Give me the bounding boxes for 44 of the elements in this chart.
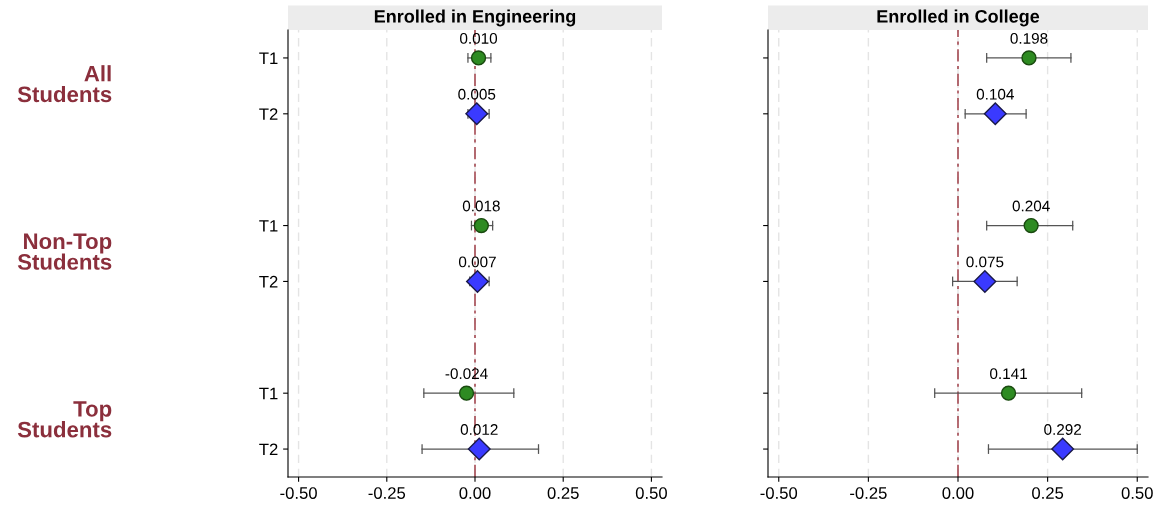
x-tick-label: -0.50: [760, 487, 798, 499]
y-tick-label: T1: [259, 220, 278, 232]
x-tick-label: -0.25: [850, 487, 887, 499]
data-label: 0.104: [976, 88, 1014, 100]
point: [1021, 50, 1037, 66]
data-label: 0.007: [458, 256, 496, 268]
y-tick-label: T2: [259, 275, 278, 288]
y-tick-label: T2: [259, 108, 278, 120]
point: [465, 269, 489, 293]
x-tick-label: 0.25: [547, 487, 579, 499]
data-label: 0.141: [990, 368, 1027, 380]
y-tick-label: T1: [259, 52, 278, 64]
data-label: 0.198: [1010, 32, 1048, 44]
point: [1023, 217, 1039, 234]
data-label: 0.018: [462, 200, 500, 212]
point: [473, 217, 489, 234]
x-tick-label: -0.25: [368, 487, 406, 499]
point: [470, 50, 487, 66]
text: All Students: [17, 65, 112, 103]
data-label: 0.005: [458, 88, 496, 100]
x-tick-label: 0.25: [1032, 487, 1064, 499]
chart-title: Enrolled in Engineering: [374, 9, 576, 27]
data-label: 0.010: [460, 32, 498, 44]
text: Top Students: [17, 401, 112, 438]
x-tick-label: 0.50: [635, 487, 667, 499]
point: [983, 102, 1007, 126]
point: [467, 437, 491, 461]
point: [1000, 385, 1017, 401]
x-tick-label: 0.50: [1121, 487, 1153, 499]
point: [973, 269, 997, 293]
data-label: 0.012: [460, 424, 498, 435]
text: Non-Top Students: [17, 233, 112, 270]
point: [465, 102, 489, 126]
data-label: 0.204: [1012, 200, 1050, 212]
x-tick-label: 0.00: [942, 487, 974, 499]
x-tick-label: -0.50: [280, 487, 317, 499]
data-label: 0.292: [1044, 424, 1082, 435]
point: [458, 385, 475, 401]
point: [1051, 437, 1075, 461]
y-tick-label: T1: [259, 387, 278, 400]
x-tick-label: 0.00: [459, 487, 491, 499]
y-tick-label: T2: [259, 443, 278, 456]
data-label: 0.075: [966, 256, 1004, 268]
chart-title: Enrolled in College: [877, 9, 1040, 27]
